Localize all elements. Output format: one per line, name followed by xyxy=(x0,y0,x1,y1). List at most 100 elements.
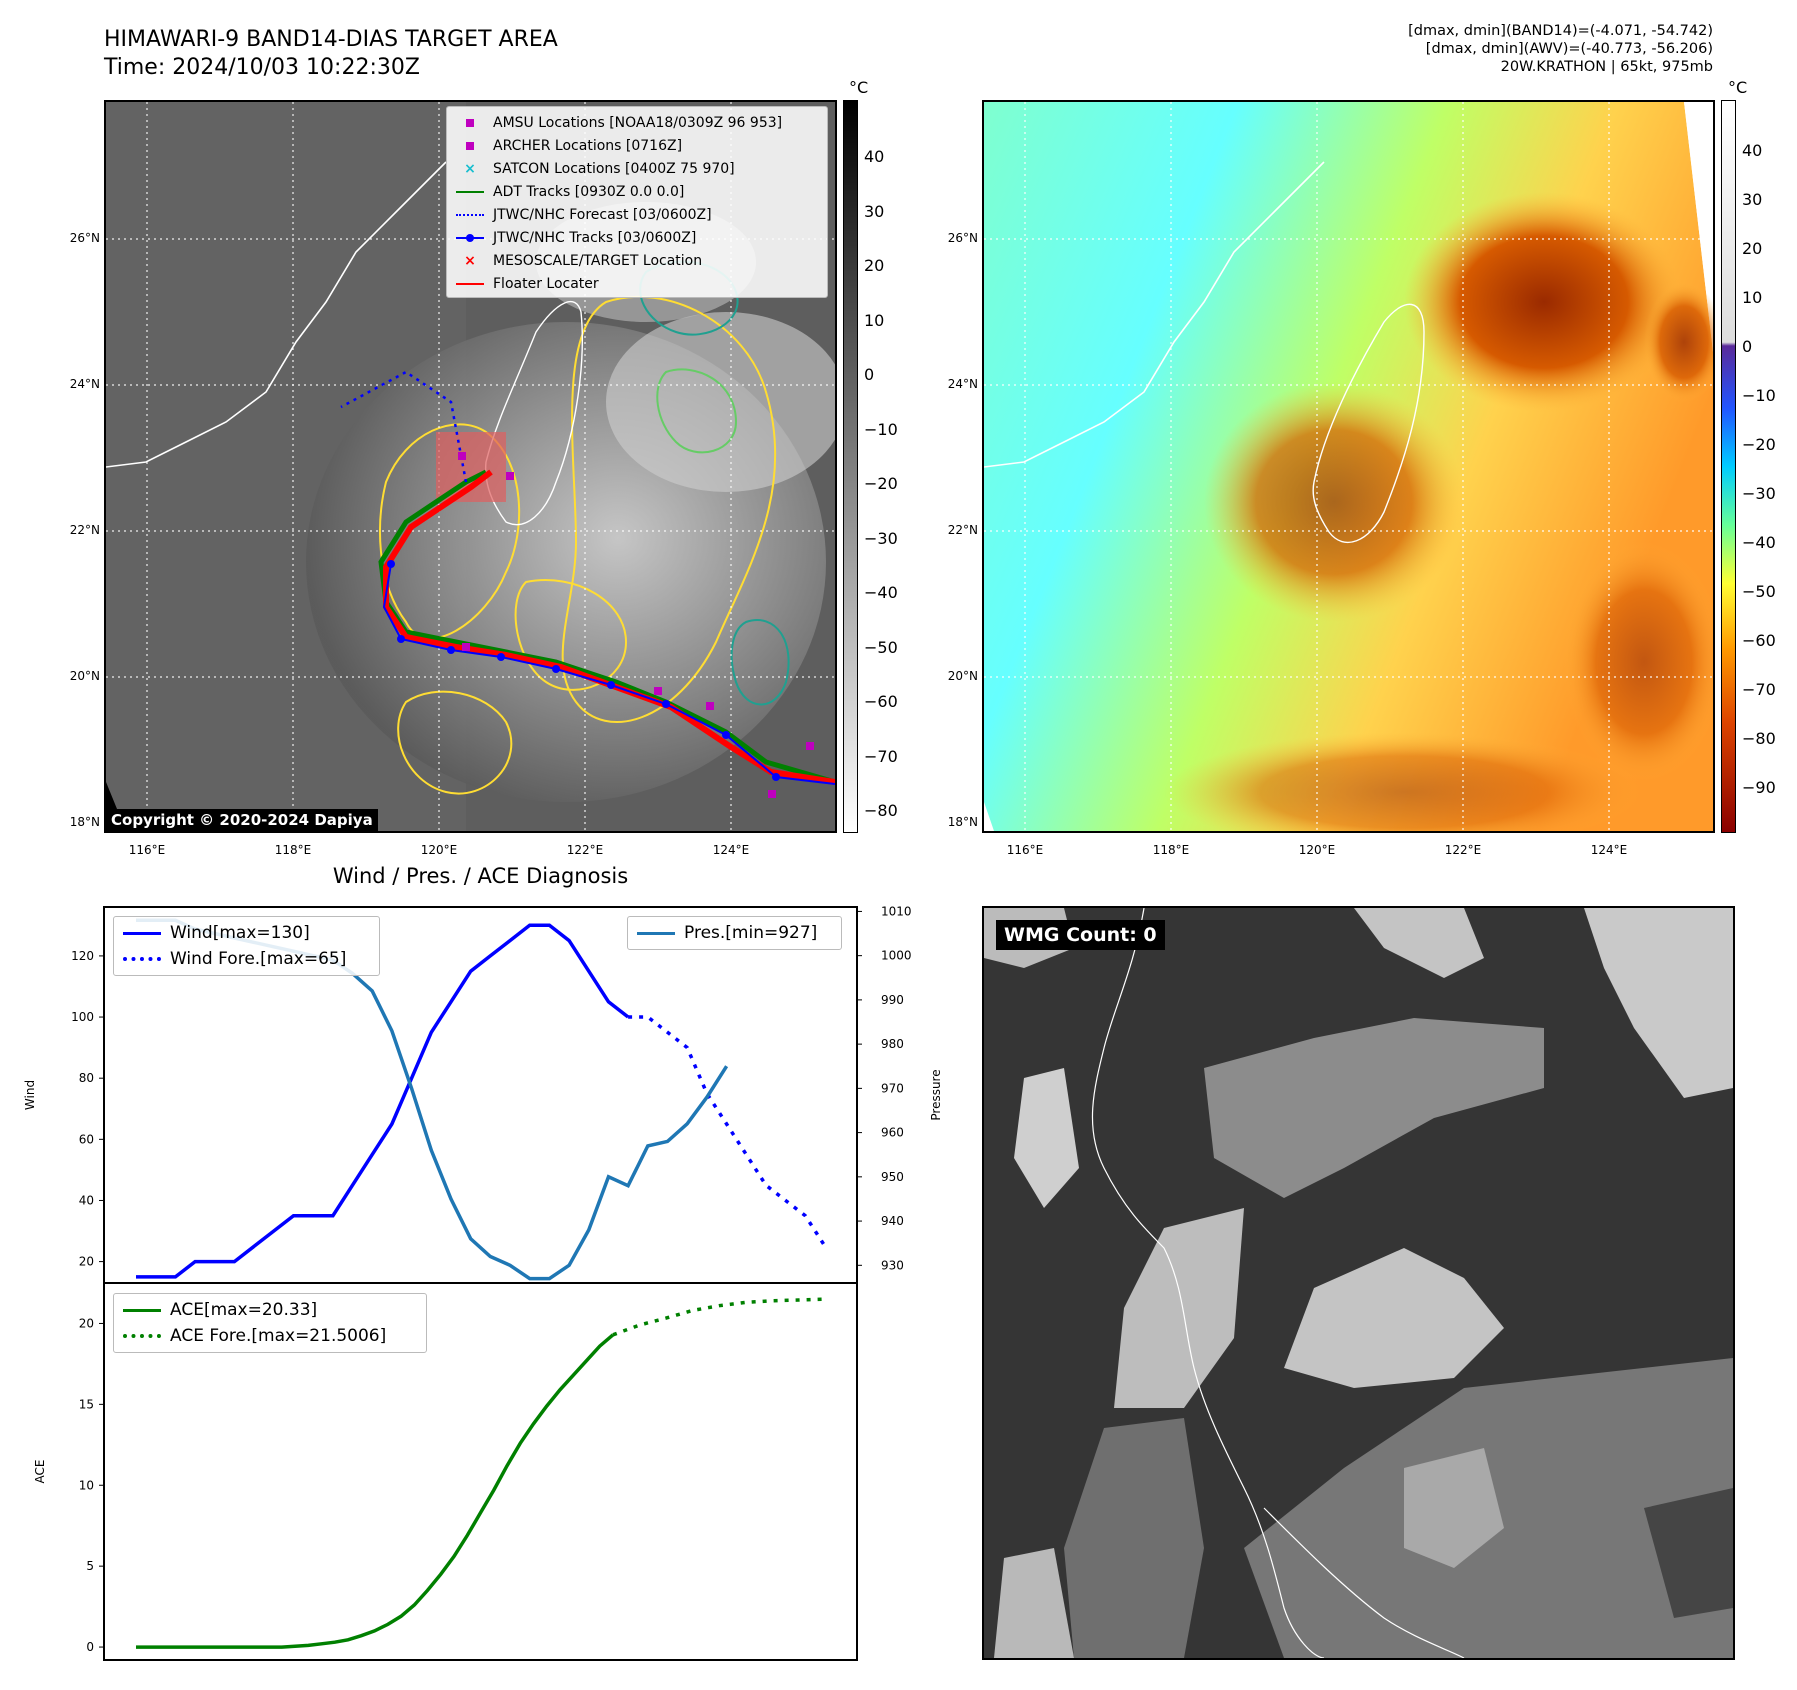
wmg-panel: WMG Count: 0 xyxy=(982,906,1735,1660)
colorbar-tick-label: −90 xyxy=(1742,778,1776,797)
ir-colorbar xyxy=(843,100,858,833)
pressure-y-tick-label: 930 xyxy=(881,1258,904,1272)
ir-map-legend: AMSU Locations [NOAA18/0309Z 96 953] ARC… xyxy=(446,106,828,298)
x-marker-icon: × xyxy=(464,252,476,269)
meta-line-2: [dmax, dmin](AWV)=(-40.773, -56.206) xyxy=(1425,41,1713,57)
awv-map-panel xyxy=(982,100,1715,833)
colorbar-tick-label: −70 xyxy=(1742,680,1776,699)
colorbar-tick-label: −30 xyxy=(864,528,898,548)
pressure-y-tick-label: 980 xyxy=(881,1037,904,1051)
wind-y-tick-label: 100 xyxy=(71,1010,94,1024)
legend-item-amsu: AMSU Locations [NOAA18/0309Z 96 953] xyxy=(455,111,819,134)
colorbar-tick-label: −60 xyxy=(864,692,898,711)
ace-y-tick-label: 15 xyxy=(79,1397,94,1411)
lat-tick-label: 20°N xyxy=(69,669,100,683)
colorbar-tick-label: −80 xyxy=(1742,729,1776,748)
line-dot-marker-icon xyxy=(455,233,485,242)
series-line-1 xyxy=(628,1015,827,1248)
legend-item-wind: Wind[max=130] xyxy=(122,920,371,946)
pressure-y-tick-label: 950 xyxy=(881,1170,904,1184)
ace-legend: ACE[max=20.33] ACE Fore.[max=21.5006] xyxy=(113,1293,427,1353)
title-line-2: Time: 2024/10/03 10:22:30Z xyxy=(104,55,420,80)
lon-tick-label: 116°E xyxy=(1006,843,1044,857)
meta-line-1: [dmax, dmin](BAND14)=(-4.071, -54.742) xyxy=(1408,23,1713,39)
colorbar-tick-label: 40 xyxy=(1742,141,1763,160)
wind-axis-label: Wind xyxy=(23,1080,37,1110)
x-marker-icon: × xyxy=(464,160,476,177)
lat-tick-label: 26°N xyxy=(947,231,978,245)
ace-y-tick-label: 5 xyxy=(86,1559,94,1573)
square-marker-icon xyxy=(455,141,485,150)
legend-item-ace-forecast: ACE Fore.[max=21.5006] xyxy=(122,1323,418,1349)
lon-tick-label: 122°E xyxy=(566,843,604,857)
pressure-y-tick-label: 1000 xyxy=(881,949,912,963)
storm-meta: [dmax, dmin](BAND14)=(-4.071, -54.742) [… xyxy=(1113,22,1713,76)
wind-y-tick-label: 40 xyxy=(79,1193,94,1207)
lon-tick-label: 118°E xyxy=(1152,843,1190,857)
solid-line-icon xyxy=(122,1308,162,1312)
lat-tick-label: 20°N xyxy=(947,669,978,683)
colorbar-tick-label: −60 xyxy=(1742,631,1776,650)
colorbar-tick-label: −20 xyxy=(864,474,898,493)
legend-item-wind-forecast: Wind Fore.[max=65] xyxy=(122,946,371,972)
legend-item-jtwc-forecast: JTWC/NHC Forecast [03/0600Z] xyxy=(455,203,819,226)
lon-tick-label: 118°E xyxy=(274,843,312,857)
title-line-1: HIMAWARI-9 BAND14-DIAS TARGET AREA xyxy=(104,27,558,52)
pressure-y-tick-label: 1010 xyxy=(881,904,912,918)
colorbar-tick-label: −50 xyxy=(1742,582,1776,601)
colorbar-tick-label: −10 xyxy=(864,419,898,439)
lat-tick-label: 24°N xyxy=(69,377,100,391)
legend-item-satcon: × SATCON Locations [0400Z 75 970] xyxy=(455,157,819,180)
pressure-y-tick-label: 990 xyxy=(881,993,904,1007)
pressure-y-tick-label: 970 xyxy=(881,1081,904,1095)
colorbar-tick-label: −20 xyxy=(1742,435,1776,454)
legend-item-archer: ARCHER Locations [0716Z] xyxy=(455,134,819,157)
colorbar-tick-label: 0 xyxy=(864,365,875,384)
lat-tick-label: 22°N xyxy=(69,523,100,537)
ace-series-line-1 xyxy=(612,1297,826,1337)
ace-y-tick-label: 20 xyxy=(79,1316,94,1330)
ir-colorbar-unit: °C xyxy=(849,78,869,97)
colorbar-tick-label: −50 xyxy=(864,637,898,657)
legend-item-adt: ADT Tracks [0930Z 0.0 0.0] xyxy=(455,180,819,203)
colorbar-tick-label: −80 xyxy=(864,801,898,820)
awv-map-svg xyxy=(984,102,1713,831)
colorbar-tick-label: −70 xyxy=(864,746,898,766)
legend-item-ace: ACE[max=20.33] xyxy=(122,1297,418,1323)
square-marker-icon xyxy=(455,118,485,127)
wind-y-tick-label: 60 xyxy=(79,1132,94,1146)
wind-y-tick-label: 80 xyxy=(79,1071,94,1085)
series-line-0 xyxy=(136,923,630,1279)
awv-colorbar xyxy=(1721,100,1736,833)
colorbar-tick-label: 10 xyxy=(1742,288,1763,307)
colorbar-tick-label: 20 xyxy=(864,256,885,275)
meta-line-3: 20W.KRATHON | 65kt, 975mb xyxy=(1500,59,1713,75)
pressure-y-tick-label: 940 xyxy=(881,1214,904,1228)
colorbar-tick-label: −40 xyxy=(864,583,898,602)
pressure-axis-label: Pressure xyxy=(929,1069,943,1120)
lat-tick-label: 22°N xyxy=(947,523,978,537)
colorbar-tick-label: 0 xyxy=(1742,337,1753,356)
lon-tick-label: 124°E xyxy=(712,843,750,857)
lat-tick-label: 18°N xyxy=(947,815,978,829)
lat-tick-label: 26°N xyxy=(69,231,100,245)
dotted-line-icon xyxy=(455,213,485,216)
colorbar-tick-label: 40 xyxy=(864,147,885,166)
pressure-y-tick-label: 960 xyxy=(881,1126,904,1140)
colorbar-tick-label: −30 xyxy=(1742,484,1776,503)
colorbar-tick-label: 10 xyxy=(864,310,885,330)
lat-tick-label: 24°N xyxy=(947,377,978,391)
ace-frame xyxy=(103,1282,858,1661)
ace-series-line-0 xyxy=(136,1333,615,1649)
dotted-line-icon xyxy=(122,957,162,961)
wind-y-tick-label: 20 xyxy=(79,1255,94,1269)
figure-title: HIMAWARI-9 BAND14-DIAS TARGET AREA Time:… xyxy=(104,26,558,82)
line-marker-icon xyxy=(455,190,485,193)
line-marker-icon xyxy=(455,282,485,285)
wind-y-tick-label: 120 xyxy=(71,949,94,963)
copyright-label: Copyright © 2020-2024 Dapiya xyxy=(106,809,378,831)
solid-line-icon xyxy=(636,931,676,935)
legend-item-jtwc-tracks: JTWC/NHC Tracks [03/0600Z] xyxy=(455,226,819,249)
lat-tick-label: 18°N xyxy=(69,815,100,829)
